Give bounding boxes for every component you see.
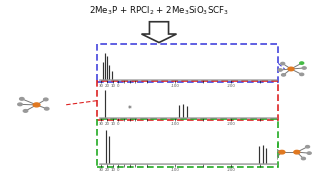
Circle shape	[267, 152, 272, 154]
Circle shape	[300, 73, 304, 76]
Circle shape	[281, 74, 286, 76]
Bar	[97, 119, 278, 167]
Circle shape	[33, 103, 40, 107]
Circle shape	[278, 69, 282, 71]
Circle shape	[288, 67, 294, 71]
Circle shape	[301, 157, 305, 160]
Circle shape	[302, 67, 306, 69]
Circle shape	[45, 107, 49, 110]
Circle shape	[281, 62, 285, 65]
Circle shape	[44, 98, 48, 101]
Circle shape	[300, 62, 304, 64]
Circle shape	[18, 103, 22, 106]
Circle shape	[294, 150, 300, 154]
Bar	[97, 44, 278, 82]
Circle shape	[306, 146, 309, 148]
Text: *: *	[128, 105, 132, 114]
Circle shape	[279, 150, 285, 154]
Bar	[97, 81, 278, 120]
Circle shape	[269, 146, 273, 148]
Text: 2Me$_3$P + RPCl$_2$ + 2Me$_3$SiO$_3$SCF$_3$: 2Me$_3$P + RPCl$_2$ + 2Me$_3$SiO$_3$SCF$…	[89, 5, 229, 17]
Circle shape	[23, 110, 28, 112]
Circle shape	[307, 152, 311, 154]
Circle shape	[20, 98, 24, 100]
Polygon shape	[142, 22, 176, 43]
Circle shape	[273, 157, 277, 160]
